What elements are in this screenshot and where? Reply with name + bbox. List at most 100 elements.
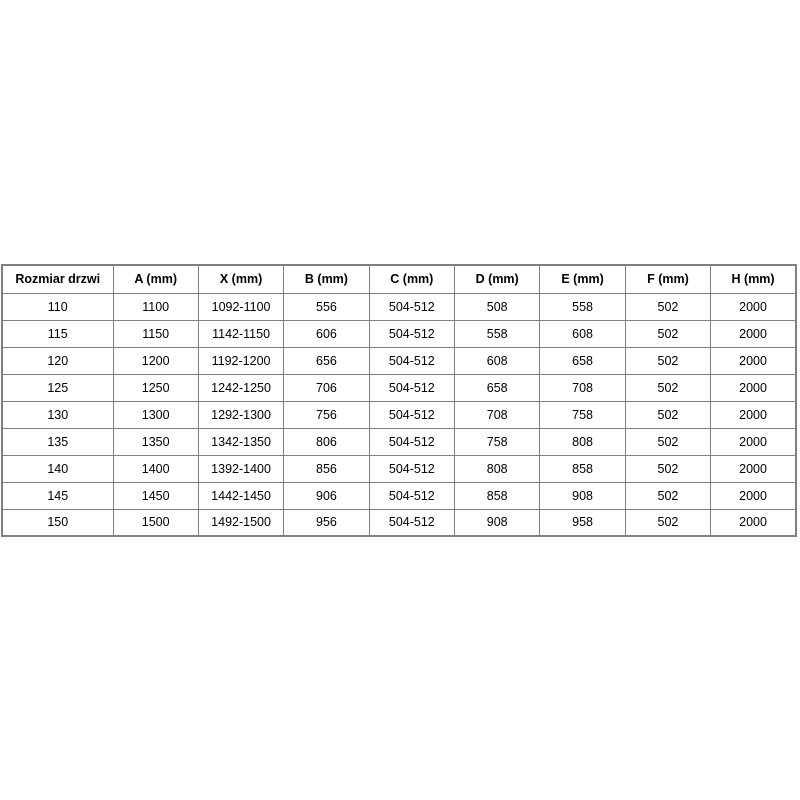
table-cell: 508 bbox=[453, 292, 541, 321]
table-cell: 502 bbox=[624, 346, 712, 375]
table-cell: 956 bbox=[283, 508, 370, 537]
table-cell: 1342-1350 bbox=[197, 427, 285, 456]
table-cell: 2000 bbox=[710, 427, 797, 456]
table-cell: 150 bbox=[1, 508, 114, 537]
table-cell: 608 bbox=[453, 346, 541, 375]
table-cell: 504-512 bbox=[368, 427, 456, 456]
table-cell: 1242-1250 bbox=[197, 373, 285, 402]
table-cell: 1492-1500 bbox=[197, 508, 285, 537]
table-cell: 758 bbox=[539, 400, 626, 429]
table-cell: 504-512 bbox=[368, 346, 456, 375]
table-cell: 502 bbox=[624, 319, 712, 348]
table-cell: 908 bbox=[539, 481, 626, 510]
header-cell-f-mm: F (mm) bbox=[624, 264, 712, 294]
table-cell: 808 bbox=[539, 427, 626, 456]
table-cell: 2000 bbox=[710, 373, 797, 402]
table-cell: 504-512 bbox=[368, 454, 456, 483]
table-cell: 808 bbox=[453, 454, 541, 483]
header-cell-x-mm: X (mm) bbox=[197, 264, 285, 294]
table-cell: 708 bbox=[453, 400, 541, 429]
table-cell: 1350 bbox=[112, 427, 199, 456]
table-cell: 1292-1300 bbox=[197, 400, 285, 429]
header-cell-h-mm: H (mm) bbox=[710, 264, 797, 294]
table-cell: 145 bbox=[1, 481, 114, 510]
table-cell: 558 bbox=[453, 319, 541, 348]
table-cell: 958 bbox=[539, 508, 626, 537]
table-cell: 2000 bbox=[710, 346, 797, 375]
table-row: 140 1400 1392-1400 856 504-512 808 858 502 2000 bbox=[1, 454, 797, 483]
table-cell: 135 bbox=[1, 427, 114, 456]
table-cell: 658 bbox=[539, 346, 626, 375]
table-cell: 1300 bbox=[112, 400, 199, 429]
table-cell: 1100 bbox=[112, 292, 199, 321]
table-row: 115 1150 1142-1150 606 504-512 558 608 502 2000 bbox=[1, 319, 797, 348]
table-cell: 115 bbox=[1, 319, 114, 348]
table-cell: 858 bbox=[453, 481, 541, 510]
table-cell: 608 bbox=[539, 319, 626, 348]
table-row: 125 1250 1242-1250 706 504-512 658 708 502 2000 bbox=[1, 373, 797, 402]
door-size-table: Rozmiar drzwi A (mm) X (mm) B (mm) C (mm… bbox=[1, 264, 797, 537]
header-cell-d-mm: D (mm) bbox=[453, 264, 541, 294]
table-cell: 125 bbox=[1, 373, 114, 402]
table-cell: 2000 bbox=[710, 454, 797, 483]
table-cell: 502 bbox=[624, 373, 712, 402]
header-cell-e-mm: E (mm) bbox=[539, 264, 626, 294]
table-cell: 806 bbox=[283, 427, 370, 456]
table-cell: 502 bbox=[624, 292, 712, 321]
table-cell: 504-512 bbox=[368, 400, 456, 429]
table-cell: 140 bbox=[1, 454, 114, 483]
table-cell: 2000 bbox=[710, 400, 797, 429]
table-cell: 1400 bbox=[112, 454, 199, 483]
table-cell: 504-512 bbox=[368, 319, 456, 348]
table-cell: 502 bbox=[624, 481, 712, 510]
table-row: 135 1350 1342-1350 806 504-512 758 808 502 2000 bbox=[1, 427, 797, 456]
table-cell: 120 bbox=[1, 346, 114, 375]
table-cell: 2000 bbox=[710, 481, 797, 510]
table-cell: 1150 bbox=[112, 319, 199, 348]
table-cell: 908 bbox=[453, 508, 541, 537]
table-cell: 558 bbox=[539, 292, 626, 321]
table-cell: 2000 bbox=[710, 292, 797, 321]
table-row: 110 1100 1092-1100 556 504-512 508 558 502 2000 bbox=[1, 292, 797, 321]
header-cell-rozmiar-drzwi: Rozmiar drzwi bbox=[1, 264, 114, 294]
table-cell: 1450 bbox=[112, 481, 199, 510]
table-cell: 504-512 bbox=[368, 373, 456, 402]
table-row: 120 1200 1192-1200 656 504-512 608 658 502 2000 bbox=[1, 346, 797, 375]
table-cell: 504-512 bbox=[368, 481, 456, 510]
table-cell: 858 bbox=[539, 454, 626, 483]
table-cell: 504-512 bbox=[368, 292, 456, 321]
table-cell: 1442-1450 bbox=[197, 481, 285, 510]
table-cell: 502 bbox=[624, 427, 712, 456]
table-cell: 556 bbox=[283, 292, 370, 321]
table-header-row: Rozmiar drzwi A (mm) X (mm) B (mm) C (mm… bbox=[1, 264, 797, 294]
table-cell: 1142-1150 bbox=[197, 319, 285, 348]
table-cell: 502 bbox=[624, 508, 712, 537]
table-cell: 1250 bbox=[112, 373, 199, 402]
table-cell: 2000 bbox=[710, 319, 797, 348]
header-cell-a-mm: A (mm) bbox=[112, 264, 199, 294]
table-cell: 110 bbox=[1, 292, 114, 321]
table-cell: 706 bbox=[283, 373, 370, 402]
table-cell: 1200 bbox=[112, 346, 199, 375]
header-cell-c-mm: C (mm) bbox=[368, 264, 456, 294]
header-cell-b-mm: B (mm) bbox=[283, 264, 370, 294]
table-row: 145 1450 1442-1450 906 504-512 858 908 502 2000 bbox=[1, 481, 797, 510]
table-cell: 1500 bbox=[112, 508, 199, 537]
table-cell: 2000 bbox=[710, 508, 797, 537]
table-cell: 708 bbox=[539, 373, 626, 402]
table-cell: 504-512 bbox=[368, 508, 456, 537]
table-header: Rozmiar drzwi A (mm) X (mm) B (mm) C (mm… bbox=[1, 264, 797, 294]
table-body: 110 1100 1092-1100 556 504-512 508 558 502 2000 1… bbox=[1, 292, 797, 537]
table-cell: 1092-1100 bbox=[197, 292, 285, 321]
table-cell: 856 bbox=[283, 454, 370, 483]
table-cell: 1192-1200 bbox=[197, 346, 285, 375]
table-cell: 906 bbox=[283, 481, 370, 510]
table-row: 130 1300 1292-1300 756 504-512 708 758 502 2000 bbox=[1, 400, 797, 429]
table-cell: 658 bbox=[453, 373, 541, 402]
table-cell: 1392-1400 bbox=[197, 454, 285, 483]
table-cell: 502 bbox=[624, 400, 712, 429]
table-cell: 758 bbox=[453, 427, 541, 456]
table-cell: 502 bbox=[624, 454, 712, 483]
table-cell: 606 bbox=[283, 319, 370, 348]
